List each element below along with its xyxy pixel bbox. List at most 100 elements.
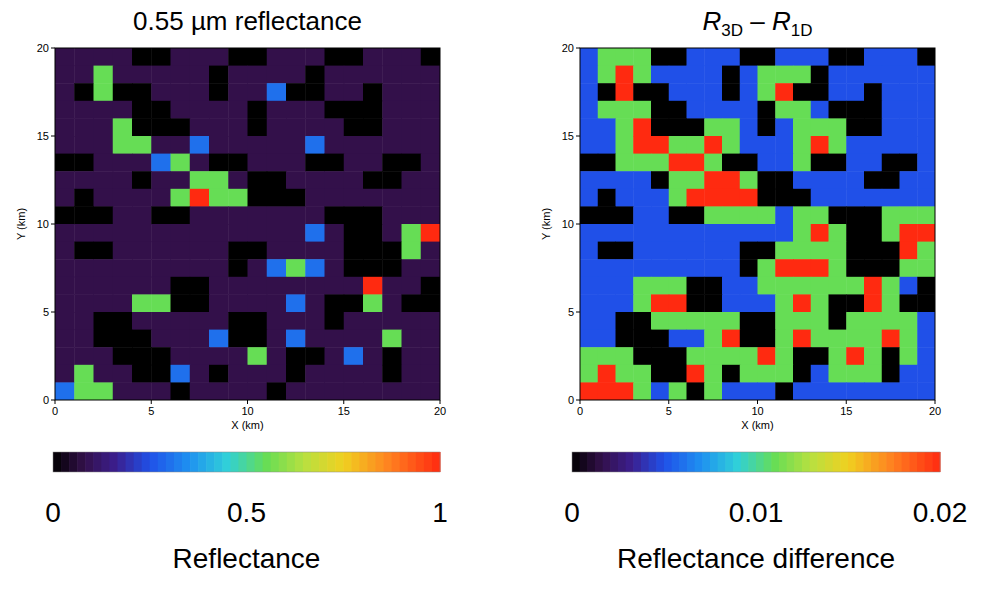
cell (758, 136, 776, 154)
cell (209, 48, 229, 66)
cell (829, 48, 847, 66)
cell (209, 277, 229, 295)
colorbar-step (214, 452, 223, 472)
cell (740, 224, 758, 242)
cell (775, 259, 793, 277)
cell (55, 312, 75, 330)
cell (722, 347, 740, 365)
cell (344, 259, 364, 277)
cell (687, 48, 705, 66)
cell (248, 101, 268, 119)
cell (580, 206, 598, 224)
y-tick (51, 48, 55, 49)
cell (305, 101, 325, 119)
cell (209, 242, 229, 260)
cell (190, 382, 210, 400)
cell (248, 277, 268, 295)
cell (305, 224, 325, 242)
colorbar-step (93, 452, 102, 472)
cell (363, 154, 383, 172)
cell (651, 294, 669, 312)
cell (775, 365, 793, 383)
colorbar-step (664, 452, 672, 472)
cell (722, 259, 740, 277)
cell (598, 83, 616, 101)
cell (864, 294, 882, 312)
cell (94, 330, 114, 348)
cell (846, 48, 864, 66)
cell (651, 277, 669, 295)
cell (669, 101, 687, 119)
cell (900, 206, 918, 224)
cell (171, 154, 191, 172)
cell (228, 347, 248, 365)
cell (900, 171, 918, 189)
cell (651, 154, 669, 172)
cell (325, 206, 345, 224)
cell (151, 312, 171, 330)
cell (286, 224, 306, 242)
cell (55, 277, 75, 295)
cell (228, 189, 248, 207)
cell (722, 48, 740, 66)
cell (55, 259, 75, 277)
cell (421, 66, 440, 84)
cell (722, 206, 740, 224)
cell (740, 365, 758, 383)
cell (580, 365, 598, 383)
cell (793, 382, 811, 400)
cell (74, 48, 94, 66)
cell (305, 118, 325, 136)
cell (687, 382, 705, 400)
cell (382, 66, 402, 84)
cell (900, 189, 918, 207)
cell (775, 171, 793, 189)
cell (113, 365, 133, 383)
cell (305, 48, 325, 66)
cell (722, 171, 740, 189)
cell (722, 242, 740, 260)
colorbar-step (687, 452, 695, 472)
cell (363, 365, 383, 383)
cell (687, 118, 705, 136)
cell (74, 330, 94, 348)
cell (402, 189, 422, 207)
cell (74, 118, 94, 136)
y-tick (51, 136, 55, 137)
cell (917, 171, 935, 189)
cell (248, 189, 268, 207)
cell (740, 83, 758, 101)
cell (94, 294, 114, 312)
cell (94, 48, 114, 66)
cell (132, 330, 152, 348)
cell (740, 382, 758, 400)
cell (363, 242, 383, 260)
cell (775, 330, 793, 348)
cell (793, 189, 811, 207)
plot-frame (55, 48, 440, 400)
cell (740, 171, 758, 189)
cell (651, 171, 669, 189)
cell (829, 382, 847, 400)
cell (669, 171, 687, 189)
cell (740, 277, 758, 295)
cell (94, 154, 114, 172)
cell (132, 365, 152, 383)
cell (190, 259, 210, 277)
cell (74, 171, 94, 189)
cell (151, 118, 171, 136)
colorbar-step (902, 452, 910, 472)
cell (363, 224, 383, 242)
cell (669, 189, 687, 207)
cell (55, 154, 75, 172)
cell (651, 136, 669, 154)
cell (864, 242, 882, 260)
cell (704, 171, 722, 189)
colorbar-step (587, 452, 595, 472)
cell (598, 171, 616, 189)
cell (344, 118, 364, 136)
cell (402, 347, 422, 365)
cell (633, 171, 651, 189)
cell (829, 154, 847, 172)
cell (580, 312, 598, 330)
